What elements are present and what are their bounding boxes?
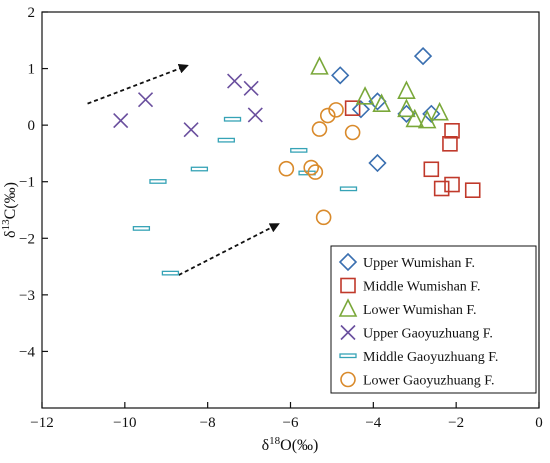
legend-label: Upper Gaoyuzhuang F. — [363, 327, 493, 342]
y-tick-label: −2 — [19, 231, 35, 247]
data-point-x — [183, 122, 199, 138]
trend-arrow — [178, 223, 280, 276]
data-point-circle — [319, 107, 336, 124]
legend-label: Upper Wumishan F. — [363, 256, 475, 271]
data-point-dash — [339, 186, 358, 192]
data-point-circle — [278, 160, 295, 177]
data-point-x — [227, 73, 243, 89]
data-point-triangle — [372, 93, 391, 113]
data-point-diamond — [331, 66, 350, 85]
legend-marker-triangle — [338, 298, 358, 317]
data-point-circle — [315, 209, 332, 226]
x-axis: −12 −10 −8 −6 −4 −2 0 — [30, 402, 543, 431]
data-point-square — [444, 123, 460, 139]
x-tick-label: −6 — [283, 415, 299, 431]
data-point-x — [243, 80, 259, 96]
data-point-dash — [132, 226, 151, 231]
data-point-diamond — [413, 46, 433, 66]
legend-marker-dash — [339, 353, 357, 359]
data-point-x — [137, 92, 154, 108]
legend-marker-x — [340, 324, 356, 341]
y-tick-label: −4 — [19, 344, 35, 360]
data-point-diamond — [351, 100, 371, 119]
data-point-triangle — [355, 86, 375, 105]
x-tick-label: −12 — [30, 415, 53, 431]
legend-label: Lower Gaoyuzhuang F. — [363, 374, 494, 389]
x-axis-label: δ18O(‰) — [262, 435, 319, 454]
y-tick-label: −1 — [19, 175, 35, 191]
data-point-x — [247, 107, 263, 123]
data-point-circle — [328, 102, 344, 118]
data-point-circle — [344, 124, 361, 141]
data-point-dash — [161, 270, 180, 276]
legend-marker-circle — [340, 371, 356, 388]
legend-label: Middle Gaoyuzhuang F. — [363, 350, 498, 365]
legend-label: Lower Wumishan F. — [363, 303, 477, 318]
legend-marker-square — [340, 277, 356, 294]
data-point-circle — [311, 121, 328, 137]
data-point-diamond — [397, 104, 416, 123]
x-tick-label: −8 — [200, 415, 216, 431]
data-point-square — [442, 136, 458, 152]
x-tick-label: −10 — [113, 415, 136, 431]
data-point-triangle — [417, 109, 437, 129]
trend-arrows — [87, 63, 280, 276]
data-point-dash — [217, 137, 235, 143]
data-point-triangle — [405, 108, 425, 128]
data-points — [113, 46, 481, 276]
data-point-square — [344, 100, 361, 116]
x-tick-label: −2 — [448, 415, 464, 431]
data-point-triangle — [397, 98, 416, 118]
y-tick-label: 1 — [28, 62, 36, 78]
y-axis: −4 −3 −2 −1 0 1 2 — [19, 5, 48, 360]
data-point-x — [113, 113, 129, 129]
legend-label: Middle Wumishan F. — [363, 280, 480, 295]
data-point-triangle — [310, 56, 329, 75]
data-point-dash — [290, 147, 308, 153]
y-tick-label: 0 — [28, 118, 36, 134]
y-axis-label: δ13C(‰) — [0, 182, 19, 238]
data-point-circle — [303, 159, 320, 176]
data-point-circle — [307, 164, 324, 180]
trend-arrow — [87, 63, 189, 105]
y-tick-label: −3 — [19, 288, 35, 304]
data-point-triangle — [397, 80, 416, 99]
data-point-diamond — [368, 153, 387, 173]
data-point-triangle — [430, 101, 449, 121]
data-point-dash — [190, 166, 209, 172]
x-tick-label: −4 — [365, 415, 381, 431]
data-point-square — [444, 176, 460, 193]
x-tick-label: 0 — [535, 415, 543, 431]
data-point-square — [464, 182, 481, 198]
y-tick-label: 2 — [28, 5, 36, 21]
data-point-dash — [149, 179, 167, 184]
legend-box — [330, 245, 537, 394]
data-point-square — [423, 161, 440, 178]
legend: Upper Wumishan F. Middle Wumishan F. Lower… — [330, 245, 537, 394]
data-point-dash — [223, 116, 242, 122]
data-point-square — [433, 180, 450, 197]
legend-marker-diamond — [338, 252, 358, 272]
